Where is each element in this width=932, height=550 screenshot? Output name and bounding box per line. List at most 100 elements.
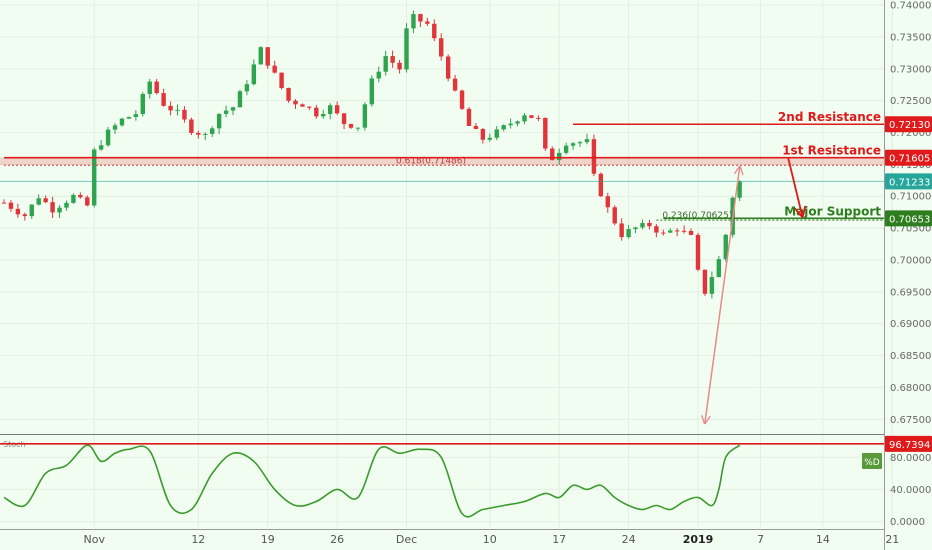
candle[interactable] bbox=[50, 196, 55, 218]
swing-range-arrow[interactable] bbox=[705, 168, 740, 423]
price-badge[interactable]: 0.72130 bbox=[885, 116, 932, 133]
candle[interactable] bbox=[445, 54, 451, 82]
candle[interactable] bbox=[216, 113, 222, 135]
candle[interactable] bbox=[182, 106, 187, 123]
candle[interactable] bbox=[473, 122, 479, 130]
candle[interactable] bbox=[341, 112, 347, 130]
candle[interactable] bbox=[425, 17, 430, 27]
candle[interactable] bbox=[688, 228, 694, 236]
candle[interactable] bbox=[522, 113, 527, 125]
candle[interactable] bbox=[57, 205, 62, 218]
candle[interactable] bbox=[661, 229, 666, 236]
candle[interactable] bbox=[321, 109, 326, 119]
candle[interactable] bbox=[626, 225, 631, 239]
candle[interactable] bbox=[515, 120, 520, 127]
candle[interactable] bbox=[92, 147, 97, 208]
price-axis[interactable]: 0.740000.735000.730000.725000.720000.715… bbox=[862, 1, 932, 528]
stoch-line[interactable] bbox=[3, 444, 741, 518]
candle[interactable] bbox=[22, 212, 28, 221]
candle[interactable] bbox=[286, 87, 291, 103]
candle[interactable] bbox=[452, 74, 458, 92]
candle[interactable] bbox=[487, 133, 492, 142]
candle[interactable] bbox=[314, 104, 319, 119]
candle[interactable] bbox=[1, 199, 7, 204]
candle[interactable] bbox=[98, 139, 104, 151]
candle[interactable] bbox=[383, 50, 388, 76]
candle[interactable] bbox=[466, 107, 472, 127]
candle[interactable] bbox=[480, 127, 486, 144]
candle[interactable] bbox=[702, 269, 708, 296]
candle[interactable] bbox=[591, 134, 597, 177]
stochastic-pane[interactable]: Stoch bbox=[0, 440, 884, 518]
candle[interactable] bbox=[397, 59, 402, 74]
candle[interactable] bbox=[175, 104, 180, 116]
candle[interactable] bbox=[570, 141, 576, 150]
candle[interactable] bbox=[633, 226, 638, 234]
candle[interactable] bbox=[459, 89, 465, 111]
price-badge[interactable]: 0.71233 bbox=[885, 173, 932, 190]
price-badge[interactable]: 96.7394 bbox=[885, 435, 932, 452]
time-axis[interactable]: Nov 12 19 26 Dec 10 17 24 2019 7 14 21 bbox=[83, 533, 899, 546]
candle[interactable] bbox=[494, 125, 499, 141]
candle[interactable] bbox=[647, 219, 652, 230]
candle[interactable] bbox=[279, 72, 284, 90]
candle[interactable] bbox=[598, 172, 604, 197]
candle[interactable] bbox=[307, 106, 312, 111]
candle[interactable] bbox=[168, 101, 173, 116]
candle[interactable] bbox=[543, 117, 548, 151]
candle[interactable] bbox=[334, 101, 340, 115]
candle[interactable] bbox=[223, 105, 229, 118]
candle[interactable] bbox=[605, 192, 610, 213]
candle[interactable] bbox=[674, 228, 680, 237]
candle[interactable] bbox=[8, 200, 14, 212]
candle[interactable] bbox=[85, 195, 90, 207]
candle[interactable] bbox=[668, 228, 673, 234]
stoch-d-badge[interactable]: %D bbox=[862, 453, 882, 469]
projection-arrow[interactable] bbox=[787, 157, 802, 215]
candle[interactable] bbox=[112, 123, 118, 134]
candle[interactable] bbox=[15, 203, 21, 218]
candle[interactable] bbox=[133, 110, 139, 121]
candle[interactable] bbox=[612, 205, 617, 226]
candle[interactable] bbox=[189, 117, 194, 136]
candle[interactable] bbox=[251, 59, 257, 86]
candle[interactable] bbox=[237, 89, 243, 108]
candle[interactable] bbox=[244, 80, 250, 96]
candle[interactable] bbox=[265, 47, 270, 69]
candle[interactable] bbox=[681, 225, 687, 234]
candle[interactable] bbox=[404, 23, 409, 73]
candle[interactable] bbox=[258, 46, 263, 65]
candle[interactable] bbox=[140, 92, 145, 117]
candle[interactable] bbox=[119, 117, 125, 127]
candle[interactable] bbox=[529, 115, 534, 119]
price-badge[interactable]: 0.70653 bbox=[885, 210, 932, 227]
candle[interactable] bbox=[390, 50, 395, 68]
candle[interactable] bbox=[619, 218, 624, 241]
candle[interactable] bbox=[196, 130, 201, 139]
candle[interactable] bbox=[147, 79, 152, 99]
candle[interactable] bbox=[348, 123, 354, 129]
candle[interactable] bbox=[327, 103, 333, 120]
candle[interactable] bbox=[439, 33, 444, 61]
candle[interactable] bbox=[501, 124, 506, 132]
candle[interactable] bbox=[78, 192, 83, 199]
candle[interactable] bbox=[584, 133, 590, 145]
candle[interactable] bbox=[654, 223, 659, 238]
candle[interactable] bbox=[272, 60, 277, 74]
candle[interactable] bbox=[557, 148, 562, 166]
candle[interactable] bbox=[369, 75, 375, 107]
candle[interactable] bbox=[563, 142, 569, 155]
candle[interactable] bbox=[105, 126, 111, 147]
candle[interactable] bbox=[300, 103, 305, 107]
candle[interactable] bbox=[161, 88, 166, 107]
candle[interactable] bbox=[71, 193, 76, 204]
candle[interactable] bbox=[154, 79, 159, 95]
candle[interactable] bbox=[418, 13, 423, 28]
candle[interactable] bbox=[230, 106, 236, 116]
candle[interactable] bbox=[203, 132, 208, 141]
candle[interactable] bbox=[508, 118, 513, 129]
candle[interactable] bbox=[355, 127, 361, 132]
price-pane[interactable]: 0.618(0.71486) 0.236(0.70625) 2nd Resistan… bbox=[0, 10, 884, 422]
candle[interactable] bbox=[362, 102, 368, 131]
candle[interactable] bbox=[577, 140, 583, 147]
